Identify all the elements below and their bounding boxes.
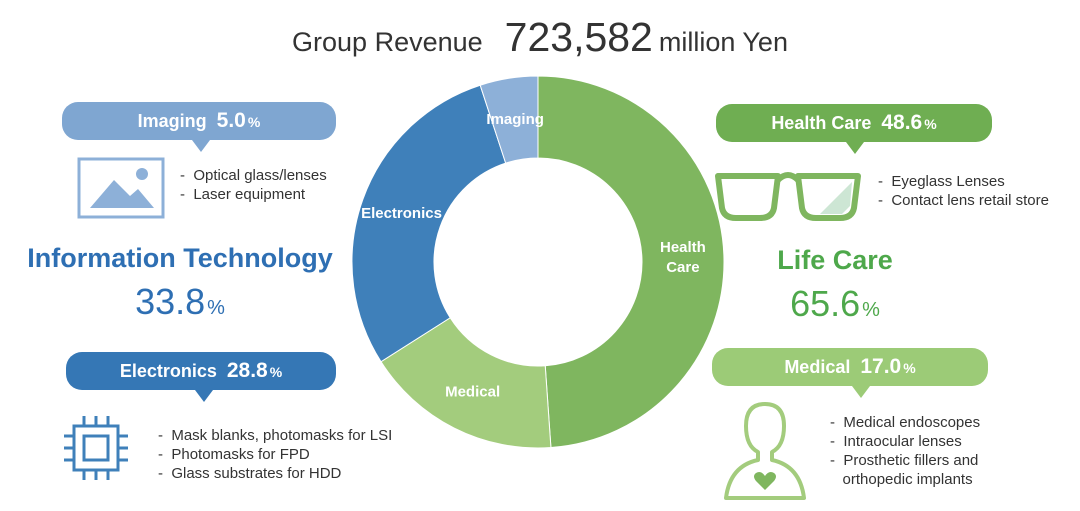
medical-callout-tail (852, 386, 870, 398)
list-item: Mask blanks, photomasks for LSI (158, 426, 392, 445)
slice-label-health-care: Health Care (660, 239, 706, 276)
electronics-name: Electronics (119, 361, 217, 381)
picture-icon (77, 157, 165, 219)
medical-products: Medical endoscopes Intraocular lenses Pr… (830, 413, 981, 489)
list-item: Contact lens retail store (878, 191, 1049, 210)
healthcare-name: Health Care (771, 113, 872, 133)
it-unit: % (207, 297, 225, 319)
healthcare-products: Eyeglass Lenses Contact lens retail stor… (878, 172, 1049, 210)
list-item: Optical glass/lenses (180, 166, 326, 185)
title-unit: million Yen (658, 27, 788, 57)
lc-segment-value: 65.6% (740, 283, 930, 325)
list-item: orthopedic implants (842, 471, 973, 488)
it-segment-value: 33.8% (20, 281, 340, 323)
lc-unit: % (862, 299, 880, 321)
list-item: Laser equipment (180, 185, 327, 204)
healthcare-callout: Health Care 48.6% (716, 104, 992, 142)
imaging-callout: Imaging 5.0% (62, 102, 336, 140)
slice-electronics (351, 84, 507, 363)
lc-segment-title: Life Care (777, 245, 893, 275)
electronics-callout-tail (195, 390, 213, 402)
healthcare-unit: % (924, 116, 937, 132)
healthcare-value: 48.6 (881, 111, 923, 134)
imaging-name: Imaging (137, 111, 207, 131)
list-item: Photomasks for FPD (158, 445, 392, 464)
healthcare-callout-tail (846, 142, 864, 154)
imaging-value: 5.0 (216, 109, 246, 132)
title-label: Group Revenue (292, 27, 483, 57)
page-title: Group Revenue 723,582 million Yen (0, 14, 1080, 61)
medical-callout: Medical 17.0% (712, 348, 988, 386)
list-item: Eyeglass Lenses (878, 172, 1049, 191)
list-item: Glass substrates for HDD (158, 464, 392, 483)
medical-name: Medical (784, 357, 851, 377)
donut-slices (351, 75, 725, 449)
slice-label-electronics: Electronics (361, 205, 442, 222)
electronics-callout: Electronics 28.8% (66, 352, 336, 390)
slice-health-care (537, 75, 725, 449)
slice-label-medical: Medical (445, 383, 500, 400)
chip-icon (64, 416, 128, 480)
medical-unit: % (903, 360, 916, 376)
list-item: Medical endoscopes (830, 413, 980, 432)
imaging-products: Optical glass/lenses Laser equipment (180, 166, 327, 204)
imaging-callout-tail (192, 140, 210, 152)
electronics-products: Mask blanks, photomasks for LSI Photomas… (158, 426, 392, 483)
title-value: 723,582 (504, 14, 653, 60)
slice-label-imaging: Imaging (486, 111, 544, 128)
list-item: Prosthetic fillers and (830, 451, 980, 470)
it-value: 33.8 (135, 281, 206, 322)
slice-imaging (479, 75, 539, 164)
it-segment-title: Information Technology (27, 243, 333, 273)
eyeglasses-icon (715, 172, 861, 221)
list-item: Intraocular lenses (830, 432, 980, 451)
donut-labels: Health Care Medical Electronics Imaging (361, 111, 706, 401)
electronics-value: 28.8 (226, 359, 268, 382)
medical-value: 17.0 (860, 355, 902, 378)
imaging-unit: % (247, 114, 261, 130)
person-heart-icon (724, 402, 806, 500)
electronics-unit: % (269, 364, 283, 380)
lc-value: 65.6 (790, 283, 861, 324)
